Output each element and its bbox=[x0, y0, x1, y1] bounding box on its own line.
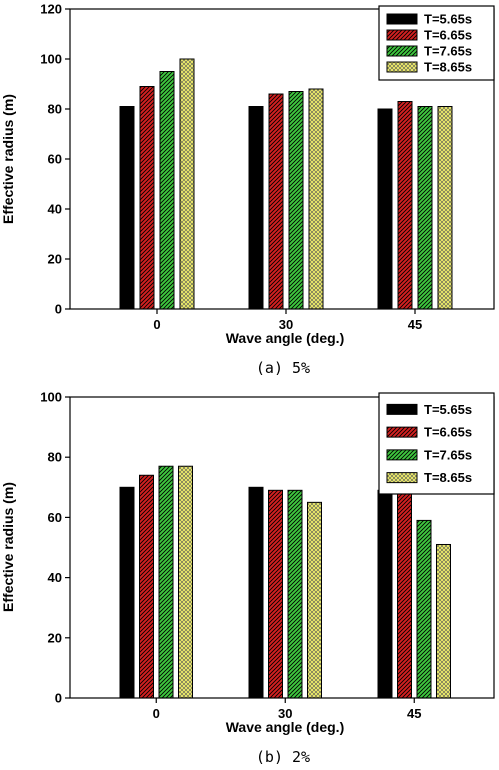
bar-t-6-65s-0 bbox=[139, 474, 154, 699]
bar-t-5-65s-0 bbox=[119, 106, 135, 310]
bar-t-7-65s-45 bbox=[416, 519, 432, 699]
bar-t-7-65s-45 bbox=[417, 106, 433, 310]
x-tick-label: 30 bbox=[279, 317, 293, 332]
bar-t-6-65s-45 bbox=[397, 492, 412, 699]
legend-swatch bbox=[386, 426, 418, 438]
legend-swatch bbox=[386, 403, 418, 415]
bar-t-8-65s-0 bbox=[179, 58, 195, 310]
legend-swatch bbox=[386, 29, 418, 41]
legend-label: T=7.65s bbox=[424, 447, 472, 462]
bar-t-8-65s-30 bbox=[307, 501, 322, 699]
y-tick-label: 40 bbox=[48, 202, 62, 217]
bar-t-8-65s-0 bbox=[178, 465, 193, 699]
bar-t-6-65s-30 bbox=[268, 93, 284, 310]
bar-t-5-65s-30 bbox=[248, 106, 264, 310]
y-tick-label: 100 bbox=[40, 52, 62, 67]
bar-t-7-65s-0 bbox=[159, 71, 175, 310]
y-tick-label: 100 bbox=[40, 390, 62, 405]
plot-frame bbox=[69, 396, 495, 699]
bar-t-6-65s-45 bbox=[397, 101, 413, 310]
bars-group bbox=[119, 465, 451, 699]
bars-group bbox=[119, 58, 453, 310]
axis-ticks: 0 20 40 60 80 100 0 30 45 bbox=[40, 390, 421, 722]
x-tick-label: 45 bbox=[407, 706, 421, 721]
legend-label: T=8.65s bbox=[424, 470, 472, 485]
bar-t-5-65s-30 bbox=[248, 486, 264, 699]
bar-t-5-65s-45 bbox=[377, 108, 393, 310]
bar-t-8-65s-45 bbox=[437, 106, 453, 310]
x-axis-title: Wave angle (deg.) bbox=[226, 719, 345, 735]
panel-caption: (b) 2% bbox=[256, 748, 310, 766]
x-tick-label: 45 bbox=[408, 317, 422, 332]
bar-t-6-65s-30 bbox=[268, 489, 283, 699]
x-tick-label: 0 bbox=[153, 706, 160, 721]
legend-swatch bbox=[386, 61, 418, 73]
y-tick-label: 80 bbox=[48, 102, 62, 117]
bar-t-5-65s-45 bbox=[377, 489, 393, 699]
bar-t-7-65s-30 bbox=[287, 489, 303, 699]
bar-t-6-65s-0 bbox=[139, 86, 155, 310]
y-tick-label: 20 bbox=[48, 630, 62, 645]
bar-t-7-65s-30 bbox=[288, 91, 304, 310]
chart-panel-a: 0 20 40 60 80 100 120 0 30 45 Effective radius (m… bbox=[0, 2, 495, 377]
y-tick-label: 60 bbox=[48, 152, 62, 167]
panel-caption: (a) 5% bbox=[256, 359, 310, 377]
legend-swatch bbox=[386, 45, 418, 57]
y-tick-label: 80 bbox=[48, 450, 62, 465]
legend-label: T=6.65s bbox=[424, 425, 472, 440]
x-tick-label: 30 bbox=[278, 706, 292, 721]
bar-t-8-65s-30 bbox=[308, 88, 324, 310]
legend-label: T=5.65s bbox=[424, 402, 472, 417]
y-tick-label: 0 bbox=[55, 691, 62, 706]
bar-t-7-65s-0 bbox=[158, 465, 174, 699]
y-tick-label: 20 bbox=[48, 252, 62, 267]
axis-ticks: 0 20 40 60 80 100 120 0 30 45 bbox=[40, 2, 422, 333]
legend-label: T=8.65s bbox=[424, 60, 472, 75]
legend-label: T=7.65s bbox=[424, 44, 472, 59]
x-axis-title: Wave angle (deg.) bbox=[226, 330, 345, 346]
legend-swatch bbox=[386, 472, 418, 484]
legend-swatch bbox=[386, 13, 418, 25]
legend-label: T=5.65s bbox=[424, 12, 472, 27]
chart-panel-b: 0 20 40 60 80 100 0 30 45 Effective radius (m) W… bbox=[0, 390, 495, 766]
legend: T=5.65s T=6.65s T=7.65s T=8.65s bbox=[378, 392, 495, 495]
plot-frame bbox=[69, 8, 495, 310]
y-tick-label: 60 bbox=[48, 510, 62, 525]
bar-t-8-65s-45 bbox=[436, 543, 451, 699]
y-tick-label: 0 bbox=[55, 302, 62, 317]
legend-swatch bbox=[386, 449, 418, 461]
y-tick-label: 40 bbox=[48, 570, 62, 585]
bar-t-5-65s-0 bbox=[119, 486, 135, 699]
y-axis-title: Effective radius (m) bbox=[0, 482, 16, 612]
legend-label: T=6.65s bbox=[424, 28, 472, 43]
y-axis-title: Effective radius (m) bbox=[0, 94, 16, 224]
x-tick-label: 0 bbox=[153, 317, 160, 332]
y-tick-label: 120 bbox=[40, 2, 62, 17]
